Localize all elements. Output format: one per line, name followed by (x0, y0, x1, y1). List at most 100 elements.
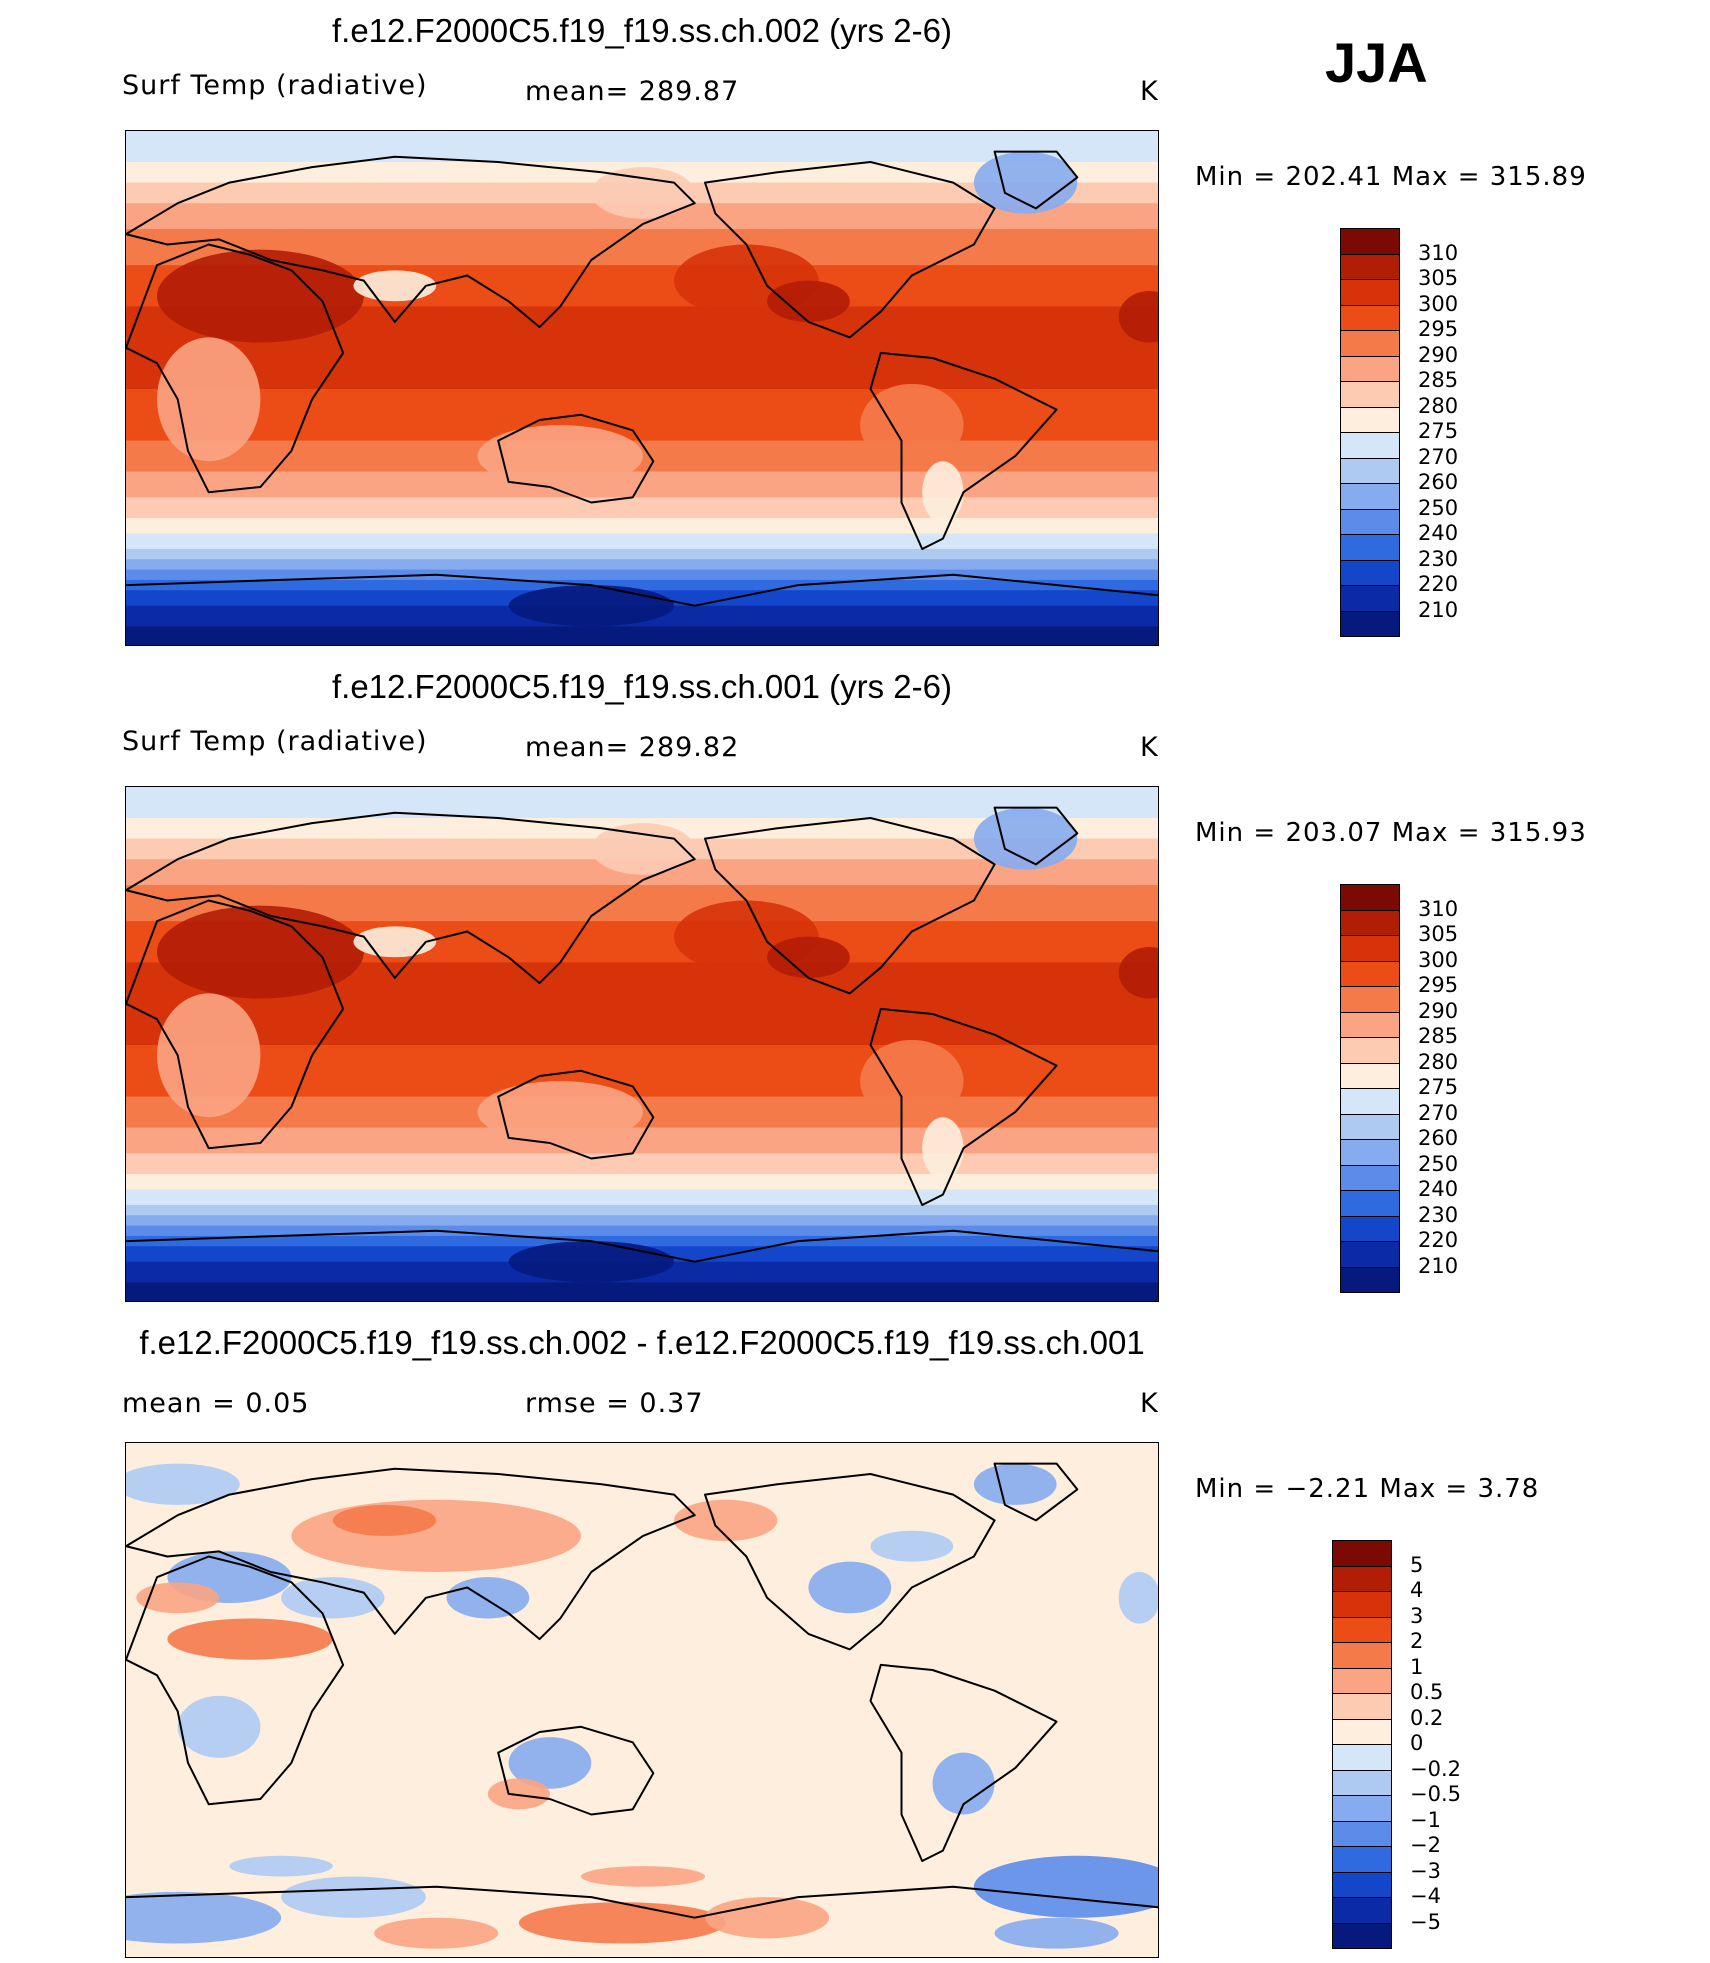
colorbar-tick-label: −4 (1410, 1884, 1441, 1908)
panel-1-map (125, 130, 1159, 646)
colorbar-swatch (1340, 884, 1400, 911)
panel-2-colorbar: 310 305 300 295 290 285 280 275 270 260 250 240 230 2… (1340, 884, 1460, 1293)
colorbar-swatch (1340, 1139, 1400, 1166)
colorbar-tick-label: 270 (1418, 1100, 1459, 1125)
colorbar-tick-label: 260 (1418, 470, 1459, 494)
panel-1-units-label: K (1140, 76, 1159, 107)
colorbar-tick-label: 275 (1418, 1075, 1459, 1099)
colorbar-swatch (1340, 1088, 1400, 1115)
colorbar-swatch (1340, 986, 1400, 1013)
panel-1-mean-label: mean= 289.87 (525, 76, 740, 107)
panel-1-colorbar: 310 305 300 295 290 285 280 275 270 260 250 240 230 2… (1340, 228, 1460, 637)
panel-2-units-label: K (1140, 732, 1159, 763)
colorbar-swatch (1340, 1113, 1400, 1140)
colorbar-swatch (1340, 1215, 1400, 1242)
colorbar-tick-label: 285 (1418, 1024, 1459, 1048)
colorbar-swatch (1340, 1011, 1400, 1038)
colorbar-swatch (1340, 432, 1400, 459)
colorbar-tick-label: 230 (1418, 1202, 1459, 1227)
colorbar-swatch (1332, 1795, 1392, 1822)
colorbar-swatch (1340, 1164, 1400, 1191)
colorbar-swatch (1340, 1266, 1400, 1293)
colorbar-tick-label: 4 (1410, 1578, 1424, 1602)
colorbar-tick-label: 280 (1418, 393, 1459, 418)
colorbar-swatch (1340, 355, 1400, 382)
colorbar-swatch (1340, 330, 1400, 357)
colorbar-tick-label: 1 (1410, 1654, 1424, 1679)
colorbar-swatch (1340, 457, 1400, 484)
colorbar-swatch (1332, 1667, 1392, 1694)
colorbar-swatch (1340, 534, 1400, 561)
colorbar-swatch (1332, 1693, 1392, 1720)
colorbar-tick-label: 240 (1418, 1177, 1459, 1201)
panel-2-mean-label: mean= 289.82 (525, 732, 740, 763)
colorbar-tick-label: 295 (1418, 973, 1459, 997)
colorbar-tick-label: −0.5 (1410, 1782, 1461, 1806)
season-label: JJA (1325, 31, 1428, 94)
colorbar-swatch (1332, 1565, 1392, 1592)
colorbar-swatch (1340, 381, 1400, 408)
colorbar-tick-label: 260 (1418, 1126, 1459, 1150)
colorbar-swatch (1340, 559, 1400, 586)
panel-3-map (125, 1442, 1159, 1958)
colorbar-swatch (1340, 406, 1400, 433)
colorbar-tick-label: 305 (1418, 922, 1459, 946)
panel-3-mean-label: mean = 0.05 (122, 1388, 310, 1419)
colorbar-tick-label: 285 (1418, 368, 1459, 392)
colorbar-swatch (1332, 1540, 1392, 1567)
colorbar-tick-label: 5 (1410, 1552, 1424, 1577)
panel-3-title: f.e12.F2000C5.f19_f19.ss.ch.002 - f.e12.… (139, 1324, 1145, 1361)
panel-3-rmse-label: rmse = 0.37 (525, 1388, 704, 1419)
colorbar-swatch (1340, 585, 1400, 612)
colorbar-tick-label: 220 (1418, 1228, 1459, 1252)
colorbar-swatch (1340, 508, 1400, 535)
colorbar-tick-label: 290 (1418, 998, 1459, 1023)
colorbar-swatch (1332, 1922, 1392, 1949)
colorbar-tick-label: 250 (1418, 495, 1459, 520)
colorbar-tick-label: −2 (1410, 1833, 1441, 1857)
colorbar-tick-label: 220 (1418, 572, 1459, 596)
colorbar-tick-label: 270 (1418, 444, 1459, 469)
colorbar-tick-label: 310 (1418, 240, 1459, 265)
panel-3-colorbar: 5 4 3 2 1 0.5 0.2 0 −0.2 −0.5 −1 −2 −3 −4 −5 (1332, 1540, 1472, 1949)
colorbar-swatch (1340, 1037, 1400, 1064)
colorbar-swatch (1332, 1642, 1392, 1669)
colorbar-swatch (1340, 1190, 1400, 1217)
panel-2-variable-label: Surf Temp (radiative) (122, 726, 428, 757)
colorbar-swatch (1332, 1846, 1392, 1873)
panel-2-minmax: Min = 203.07 Max = 315.93 (1195, 818, 1587, 848)
panel-1-minmax: Min = 202.41 Max = 315.89 (1195, 162, 1587, 192)
panel-2-title: f.e12.F2000C5.f19_f19.ss.ch.001 (yrs 2-6… (331, 668, 952, 705)
colorbar-tick-label: 295 (1418, 317, 1459, 341)
colorbar-tick-label: 290 (1418, 342, 1459, 367)
colorbar-tick-label: 0 (1410, 1731, 1424, 1755)
colorbar-tick-label: 275 (1418, 419, 1459, 443)
colorbar-swatch (1340, 279, 1400, 306)
panel-3-units-label: K (1140, 1388, 1159, 1419)
colorbar-tick-label: 0.2 (1410, 1705, 1444, 1730)
panel-3-minmax: Min = −2.21 Max = 3.78 (1195, 1474, 1540, 1504)
colorbar-tick-label: −5 (1410, 1909, 1441, 1934)
colorbar-swatch (1332, 1591, 1392, 1618)
colorbar-swatch (1332, 1744, 1392, 1771)
colorbar-tick-label: 300 (1418, 291, 1459, 316)
colorbar-swatch (1340, 253, 1400, 280)
colorbar-tick-label: 230 (1418, 546, 1459, 571)
colorbar-swatch (1332, 1718, 1392, 1745)
colorbar-tick-label: 0.5 (1410, 1680, 1444, 1704)
colorbar-swatch (1332, 1616, 1392, 1643)
colorbar-swatch (1340, 483, 1400, 510)
panel-1-variable-label: Surf Temp (radiative) (122, 70, 428, 101)
panel-1-title: f.e12.F2000C5.f19_f19.ss.ch.002 (yrs 2-6… (331, 12, 952, 49)
colorbar-tick-label: 310 (1418, 896, 1459, 921)
colorbar-swatch (1340, 1241, 1400, 1268)
colorbar-swatch (1332, 1871, 1392, 1898)
colorbar-swatch (1340, 610, 1400, 637)
colorbar-tick-label: 305 (1418, 266, 1459, 290)
colorbar-tick-label: 250 (1418, 1151, 1459, 1176)
colorbar-swatch (1340, 228, 1400, 255)
colorbar-swatch (1340, 935, 1400, 962)
colorbar-tick-label: 3 (1410, 1603, 1424, 1628)
colorbar-tick-label: 210 (1418, 1253, 1459, 1278)
colorbar-swatch (1340, 909, 1400, 936)
